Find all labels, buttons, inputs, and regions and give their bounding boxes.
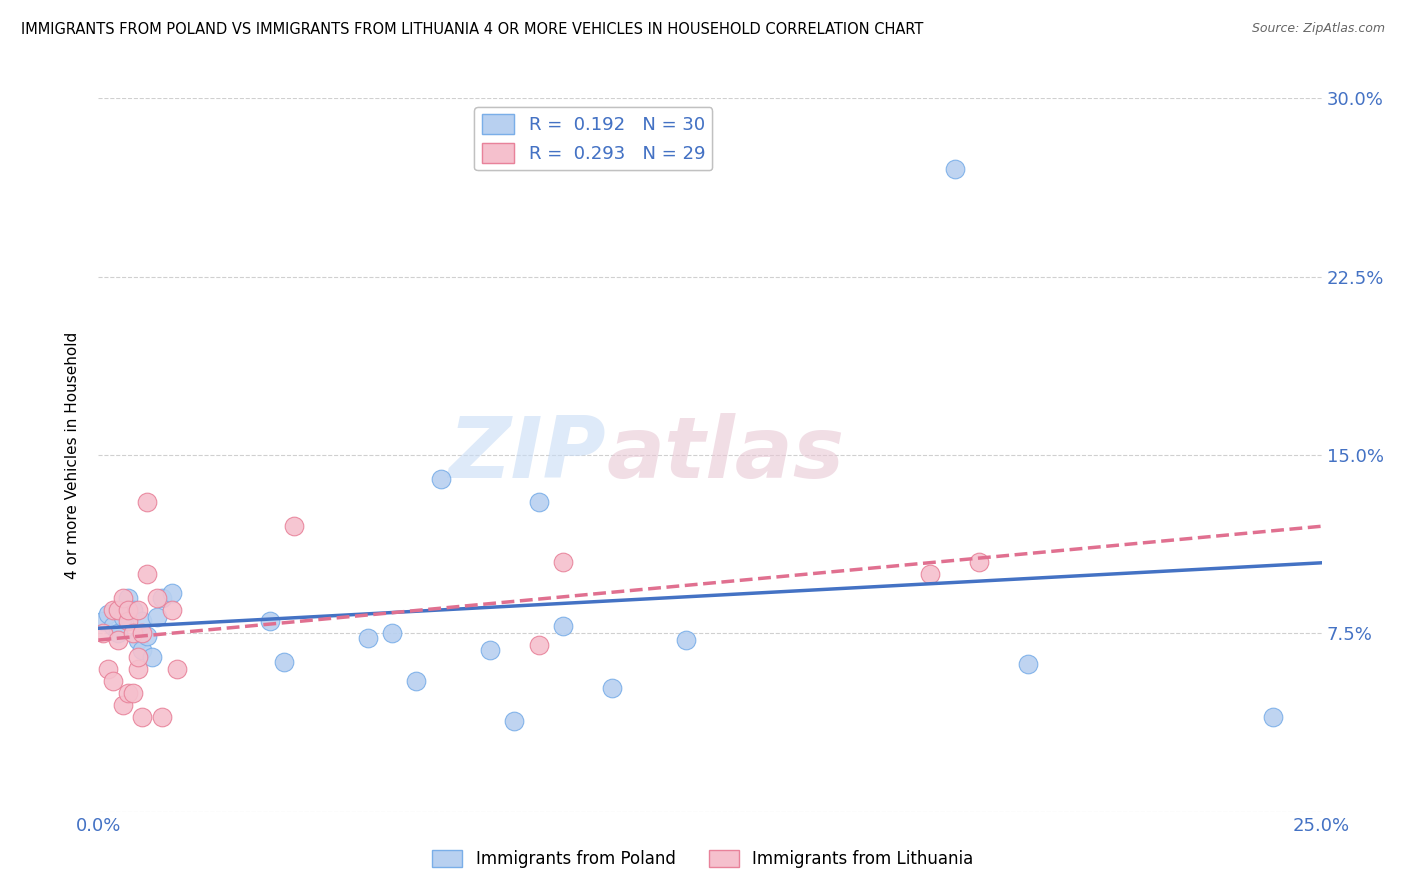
Point	[405, 673, 427, 688]
Point	[97, 607, 120, 622]
Text: IMMIGRANTS FROM POLAND VS IMMIGRANTS FROM LITHUANIA 4 OR MORE VEHICLES IN HOUSEH: IMMIGRANTS FROM POLAND VS IMMIGRANTS FRO…	[21, 22, 924, 37]
Point	[160, 602, 183, 616]
Point	[150, 709, 173, 723]
Point	[527, 495, 550, 509]
Point	[121, 686, 143, 700]
Point	[553, 619, 575, 633]
Point	[117, 591, 139, 605]
Point	[259, 615, 281, 629]
Point	[920, 566, 942, 581]
Y-axis label: 4 or more Vehicles in Household: 4 or more Vehicles in Household	[65, 331, 80, 579]
Point	[381, 626, 404, 640]
Point	[136, 566, 159, 581]
Point	[117, 602, 139, 616]
Text: Source: ZipAtlas.com: Source: ZipAtlas.com	[1251, 22, 1385, 36]
Point	[101, 602, 124, 616]
Point	[675, 633, 697, 648]
Point	[273, 655, 295, 669]
Point	[101, 673, 124, 688]
Point	[127, 602, 149, 616]
Point	[136, 495, 159, 509]
Point	[600, 681, 623, 695]
Point	[131, 615, 153, 629]
Point	[160, 586, 183, 600]
Point	[111, 698, 134, 712]
Point	[136, 629, 159, 643]
Text: ZIP: ZIP	[449, 413, 606, 497]
Point	[91, 626, 114, 640]
Point	[141, 650, 163, 665]
Point	[117, 615, 139, 629]
Point	[131, 626, 153, 640]
Point	[356, 631, 378, 645]
Point	[146, 609, 169, 624]
Point	[107, 602, 129, 616]
Point	[101, 619, 124, 633]
Point	[127, 633, 149, 648]
Point	[430, 472, 453, 486]
Point	[166, 662, 188, 676]
Legend: R =  0.192   N = 30, R =  0.293   N = 29: R = 0.192 N = 30, R = 0.293 N = 29	[474, 107, 713, 170]
Point	[131, 709, 153, 723]
Point	[131, 643, 153, 657]
Point	[97, 662, 120, 676]
Point	[111, 609, 134, 624]
Point	[127, 662, 149, 676]
Point	[283, 519, 305, 533]
Text: atlas: atlas	[606, 413, 844, 497]
Point	[121, 602, 143, 616]
Point	[127, 650, 149, 665]
Point	[967, 555, 990, 569]
Point	[111, 591, 134, 605]
Point	[91, 615, 114, 629]
Point	[107, 626, 129, 640]
Point	[121, 626, 143, 640]
Point	[943, 162, 966, 177]
Point	[146, 591, 169, 605]
Point	[1017, 657, 1039, 672]
Point	[478, 643, 501, 657]
Point	[503, 714, 526, 729]
Legend: Immigrants from Poland, Immigrants from Lithuania: Immigrants from Poland, Immigrants from …	[426, 843, 980, 875]
Point	[553, 555, 575, 569]
Point	[150, 591, 173, 605]
Point	[527, 638, 550, 652]
Point	[107, 633, 129, 648]
Point	[1261, 709, 1284, 723]
Point	[117, 686, 139, 700]
